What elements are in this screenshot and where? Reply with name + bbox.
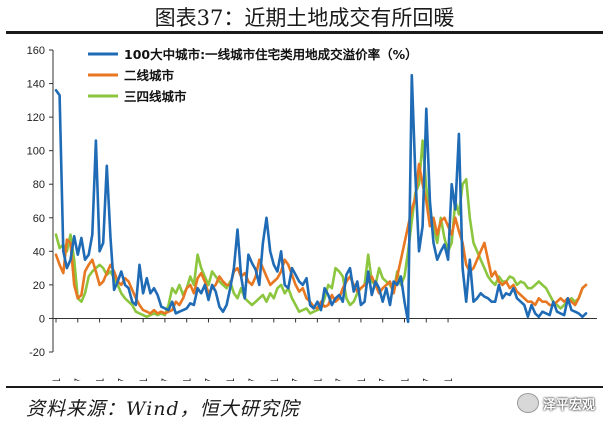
x-tick-label: 2010-01: [51, 378, 63, 381]
legend-label-1: 二线城市: [124, 68, 175, 83]
x-tick-label: 2015-01: [269, 378, 281, 381]
series-lines: [54, 73, 588, 324]
x-tick-label: 2011-07: [116, 378, 128, 381]
x-tick-label: 2017-07: [378, 378, 390, 381]
y-axis-ticks: -20 0 20 40 60 80 100 120 140 160: [27, 45, 53, 359]
y-tick-label: 20: [33, 280, 45, 292]
source-rule: [6, 386, 603, 388]
x-tick-label: 2019-01: [443, 378, 455, 381]
x-tick-label: 2011-01: [95, 378, 107, 381]
legend-label-0: 100大中城市:一线城市住宅类用地成交溢价率（%）: [124, 47, 418, 62]
x-tick-label: 2017-01: [356, 378, 368, 381]
figure-title: 图表37：近期土地成交有所回暖: [154, 6, 455, 30]
wechat-icon: [516, 393, 539, 413]
chart-axes: [52, 50, 597, 352]
legend-label-2: 三四线城市: [124, 89, 187, 104]
x-tick-label: 2018-07: [421, 378, 433, 381]
x-tick-label: 2015-07: [291, 378, 303, 381]
x-tick-label: 2012-01: [138, 378, 150, 381]
y-tick-label: -20: [29, 347, 45, 359]
x-tick-label: 2013-01: [182, 378, 194, 381]
y-tick-label: 120: [27, 112, 45, 124]
y-tick-label: 40: [33, 246, 45, 258]
y-tick-label: 0: [39, 313, 45, 325]
y-tick-label: 140: [27, 79, 45, 91]
series-line-1: [54, 162, 588, 315]
watermark: 泽平宏观: [516, 393, 595, 413]
x-tick-label: 2016-07: [334, 378, 346, 381]
x-tick-label: 2013-07: [203, 378, 215, 381]
x-tick-label: 2010-07: [73, 378, 85, 381]
watermark-text: 泽平宏观: [542, 397, 595, 413]
x-tick-label: 2012-07: [160, 378, 172, 381]
source-note: 资料来源：Wind，恒大研究院: [26, 398, 300, 420]
title-rule: [6, 31, 603, 34]
series-line-0: [54, 73, 588, 324]
x-tick-label: 2016-01: [312, 378, 324, 381]
y-tick-label: 80: [33, 179, 45, 191]
y-tick-label: 160: [27, 45, 45, 57]
x-axis-ticks: 2010-01 2010-07 2011-01 2011-07 2012-01 2012-…: [51, 318, 455, 381]
y-tick-label: 100: [27, 146, 45, 158]
x-tick-label: 2018-01: [399, 378, 411, 381]
y-tick-label: 60: [33, 213, 45, 225]
series-line-2: [54, 139, 588, 319]
